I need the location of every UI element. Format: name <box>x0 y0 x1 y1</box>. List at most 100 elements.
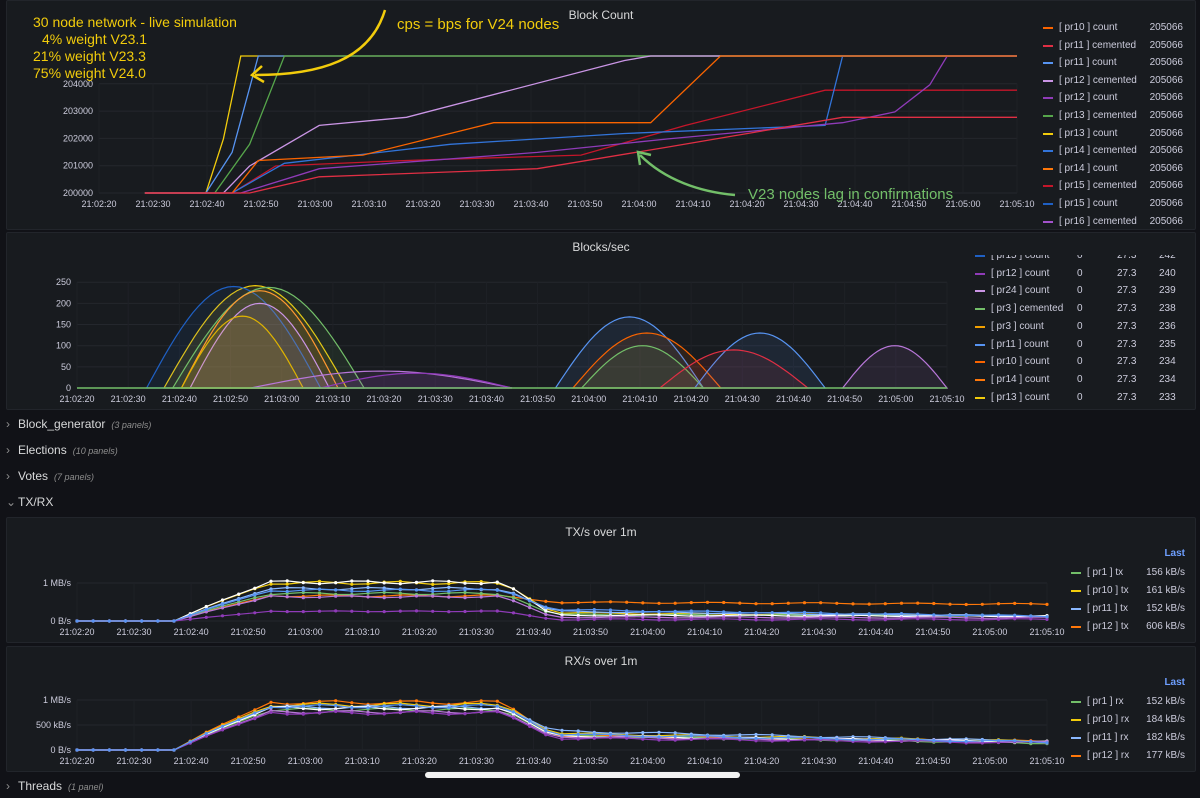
legend-value: 205066 <box>1149 127 1183 139</box>
legend-item[interactable]: [ pr12 ] rx 177 kB/s <box>1071 747 1191 764</box>
panel-blocks-sec[interactable]: Blocks/sec 0 50 100 150 200 250 21:02:20 21:02:… <box>6 232 1196 410</box>
y-tick-label: 0 <box>66 383 71 393</box>
legend-item[interactable]: [ pr10 ] tx 161 kB/s <box>1071 582 1191 599</box>
legend-item[interactable]: [ pr15 ] count 0 27.3 242 <box>967 255 1187 264</box>
legend-name: [ pr3 ] count <box>991 320 1044 332</box>
panel-tx[interactable]: TX/s over 1m 0 B/s 1 MB/s 21:02:20 21:02:30… <box>6 517 1196 643</box>
series-area <box>250 370 513 389</box>
series-point <box>447 585 451 589</box>
series-point <box>334 709 338 714</box>
x-tick-label: 21:04:50 <box>827 394 862 404</box>
legend-item[interactable]: [ pr13 ] count 0 27.3 233 <box>967 389 1187 403</box>
legend-item[interactable]: [ pr12 ] cemented 205066 <box>1043 72 1189 89</box>
x-tick-label: 21:04:00 <box>630 756 665 766</box>
row-elections[interactable]: › Elections (10 panels) <box>6 439 1194 461</box>
legend-item[interactable]: [ pr11 ] count 0 27.3 235 <box>967 336 1187 353</box>
series-point <box>528 606 532 610</box>
series-point <box>560 613 564 617</box>
row-txrx[interactable]: ⌄ TX/RX <box>6 491 1194 513</box>
x-tick-label: 21:02:50 <box>213 394 248 404</box>
legend-item[interactable]: [ pr12 ] tx 606 kB/s <box>1071 618 1191 635</box>
series-point <box>156 619 160 623</box>
legend-item[interactable]: [ pr14 ] count 205066 <box>1043 160 1189 177</box>
series-point <box>463 588 467 592</box>
series-point <box>738 736 742 740</box>
series-point <box>382 712 386 716</box>
legend-name: [ pr14 ] count <box>1059 162 1118 174</box>
legend-item[interactable]: [ pr15 ] cemented 205066 <box>1043 177 1189 194</box>
series-point <box>301 586 305 590</box>
chart-tx[interactable]: 0 B/s 1 MB/s 21:02:20 21:02:30 21:02:40 21:02… <box>7 518 1067 642</box>
x-tick-label: 21:03:10 <box>345 627 380 637</box>
series-point <box>1013 739 1017 743</box>
series-point <box>366 706 370 710</box>
panel-block-count[interactable]: Block Count 200000 201000 202000 203000 2040… <box>6 0 1196 230</box>
x-tick-label: 21:05:10 <box>1029 756 1064 766</box>
legend-item[interactable]: [ pr16 ] cemented 205066 <box>1043 213 1189 227</box>
chart-rx[interactable]: 0 B/s 500 kB/s 1 MB/s 21:02:20 21:02:30 21:02… <box>7 647 1067 771</box>
annotation-weight-v231: 4% weight V23.1 <box>42 31 148 47</box>
series-point <box>317 708 322 712</box>
legend-item[interactable]: [ pr10 ] rx 184 kB/s <box>1071 711 1191 728</box>
legend-name: [ pr16 ] cemented <box>1059 215 1137 227</box>
legend-item[interactable]: [ pr24 ] count 0 27.3 239 <box>967 282 1187 299</box>
chart-blocks-sec[interactable]: 0 50 100 150 200 250 21:02:20 21:02:30 21:02:40 2… <box>7 233 967 409</box>
legend-item[interactable]: [ pr3 ] cemented 0 27.3 238 <box>967 300 1187 317</box>
legend-item[interactable]: [ pr1 ] tx 156 kB/s <box>1071 564 1191 581</box>
legend-item[interactable]: [ pr11 ] cemented 205066 <box>1043 37 1189 54</box>
legend-item[interactable]: [ pr14 ] cemented 205066 <box>1043 142 1189 159</box>
series-point <box>689 734 693 738</box>
legend-swatch <box>1043 220 1053 223</box>
panel-rx[interactable]: RX/s over 1m 0 B/s 500 kB/s 1 MB/s 21:02:20… <box>6 646 1196 772</box>
legend-value: 205066 <box>1149 110 1183 121</box>
series-point <box>431 609 435 613</box>
row-votes[interactable]: › Votes (7 panels) <box>6 465 1194 487</box>
series-point <box>802 738 807 742</box>
y-tick-label: 1 MB/s <box>43 578 72 588</box>
legend-header[interactable]: Last <box>1164 548 1185 559</box>
series-point <box>1013 601 1017 605</box>
legend-item[interactable]: [ pr1 ] rx 152 kB/s <box>1071 693 1191 710</box>
x-tick-label: 21:04:30 <box>801 627 836 637</box>
legend-header[interactable]: Last <box>1164 677 1185 688</box>
x-tick-label: 21:04:10 <box>687 756 722 766</box>
legend-name: [ pr10 ] count <box>991 356 1050 368</box>
legend-item[interactable]: [ pr10 ] count 205066 <box>1043 19 1189 36</box>
series-point <box>948 739 952 743</box>
legend-swatch <box>1043 132 1053 135</box>
x-tick-label: 21:02:30 <box>117 756 152 766</box>
series-point <box>317 609 322 613</box>
series-point <box>705 737 710 741</box>
legend-item[interactable]: [ pr12 ] count 0 27.3 240 <box>967 265 1187 282</box>
series-point <box>414 588 419 592</box>
series-point <box>738 601 742 605</box>
series-point <box>447 706 451 710</box>
legend-item[interactable]: [ pr15 ] count 205066 <box>1043 195 1189 212</box>
series-point <box>754 732 758 737</box>
legend-item[interactable]: [ pr10 ] count 0 27.3 234 <box>967 353 1187 370</box>
series-point <box>948 602 952 606</box>
series-point <box>883 737 887 741</box>
row-block-generator[interactable]: › Block_generator (3 panels) <box>6 413 1194 435</box>
series-point <box>495 710 499 714</box>
legend-item[interactable]: [ pr14 ] count 0 27.3 234 <box>967 371 1187 388</box>
series-point <box>608 610 613 615</box>
legend-item[interactable]: [ pr13 ] cemented 205066 <box>1043 107 1189 124</box>
series-point <box>301 712 305 716</box>
legend-swatch <box>975 343 985 346</box>
x-tick-label: 21:03:10 <box>345 756 380 766</box>
legend-item[interactable]: [ pr11 ] count 205066 <box>1043 54 1189 71</box>
series-point <box>770 739 774 743</box>
series-point <box>592 736 596 740</box>
series-point <box>625 615 629 619</box>
legend-item[interactable]: [ pr11 ] tx 152 kB/s <box>1071 600 1191 617</box>
legend-item[interactable]: [ pr11 ] rx 182 kB/s <box>1071 729 1191 746</box>
series-point <box>560 737 564 741</box>
series-point <box>576 613 580 618</box>
legend-item[interactable]: [ pr3 ] count 0 27.3 236 <box>967 318 1187 335</box>
x-tick-label: 21:03:00 <box>288 627 323 637</box>
legend-item[interactable]: [ pr13 ] count 205066 <box>1043 125 1189 142</box>
chart-block-count[interactable]: 200000 201000 202000 203000 204000 21:02:20 21… <box>7 1 1047 229</box>
legend-item[interactable]: [ pr12 ] count 205066 <box>1043 89 1189 106</box>
series-point <box>819 617 823 621</box>
